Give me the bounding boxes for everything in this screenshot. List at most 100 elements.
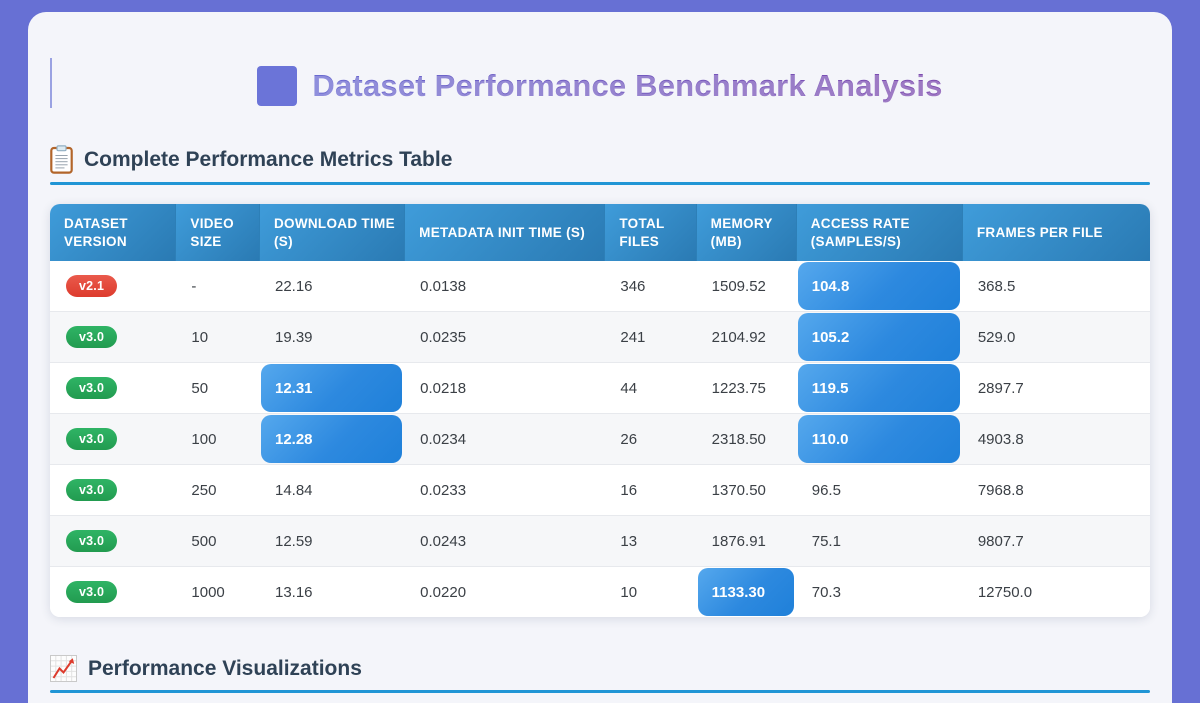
cell-frames-per-file: 12750.0 [961,566,1150,618]
cell-video-size: 50 [175,362,259,414]
col-header-access-rate: ACCESS RATE (SAMPLES/S) [795,204,962,262]
highlight-chip: 105.2 [797,313,960,362]
version-badge: v3.0 [66,530,118,553]
page-header: Dataset Performance Benchmark Analysis [50,12,1150,112]
cell-access-rate: 105.2 [795,311,962,363]
cell-total-files: 26 [604,413,696,465]
cell-access-rate: 110.0 [795,413,962,465]
highlight-chip: 1133.30 [697,568,794,617]
cell-frames-per-file: 7968.8 [961,464,1150,516]
cell-frames-per-file: 2897.7 [961,362,1150,414]
cell-memory: 1223.75 [695,362,796,414]
version-badge: v3.0 [66,326,118,349]
chart-increasing-icon [50,655,77,683]
cell-metadata-init-time: 0.0233 [404,464,605,516]
cell-version: v3.0 [50,566,176,618]
performance-metrics-table: DATASET VERSION VIDEO SIZE DOWNLOAD TIME… [50,204,1150,618]
metrics-table-section-title: Complete Performance Metrics Table [84,147,453,171]
col-header-total-files: TOTAL FILES [604,204,696,262]
version-badge: v3.0 [66,479,118,502]
table-row: v3.0 50 12.31 0.0218 44 1223.75 119.5 28… [50,362,1150,414]
cell-version: v3.0 [50,464,176,516]
cell-version: v3.0 [50,311,176,363]
cell-memory: 2318.50 [695,413,796,465]
cell-access-rate: 75.1 [795,515,962,567]
clipboard-icon [50,145,73,174]
page-title: Dataset Performance Benchmark Analysis [312,68,943,103]
table-row: v2.1 - 22.16 0.0138 346 1509.52 104.8 36… [50,261,1150,312]
highlight-chip: 119.5 [797,364,960,413]
cell-frames-per-file: 9807.7 [961,515,1150,567]
col-header-video-size: VIDEO SIZE [175,204,259,262]
cell-video-size: 10 [175,311,259,363]
highlight-chip: 110.0 [797,415,960,464]
highlight-chip: 104.8 [797,262,960,311]
highlight-chip: 12.28 [260,415,403,464]
visualizations-section-title: Performance Visualizations [88,656,362,680]
visualizations-section-underline [50,690,1150,694]
cell-video-size: - [175,261,259,312]
col-header-metadata-init-time: METADATA INIT TIME (S) [404,204,605,262]
cell-total-files: 241 [604,311,696,363]
col-header-download-time: DOWNLOAD TIME (S) [258,204,405,262]
cell-download-time: 13.16 [258,566,405,618]
cell-frames-per-file: 368.5 [961,261,1150,312]
table-row: v3.0 500 12.59 0.0243 13 1876.91 75.1 98… [50,515,1150,567]
cell-total-files: 13 [604,515,696,567]
cell-metadata-init-time: 0.0218 [404,362,605,414]
version-badge: v2.1 [66,275,118,298]
cell-video-size: 1000 [175,566,259,618]
cell-total-files: 44 [604,362,696,414]
cell-video-size: 100 [175,413,259,465]
cell-metadata-init-time: 0.0243 [404,515,605,567]
cell-version: v3.0 [50,362,176,414]
cell-memory: 1133.30 [695,566,796,618]
cell-memory: 1876.91 [695,515,796,567]
cell-access-rate: 96.5 [795,464,962,516]
cell-video-size: 500 [175,515,259,567]
table-row: v3.0 10 19.39 0.0235 241 2104.92 105.2 5… [50,311,1150,363]
cell-access-rate: 119.5 [795,362,962,414]
version-badge: v3.0 [66,581,118,604]
cell-access-rate: 104.8 [795,261,962,312]
cell-download-time: 12.28 [258,413,405,465]
table-row: v3.0 250 14.84 0.0233 16 1370.50 96.5 79… [50,464,1150,516]
cell-total-files: 10 [604,566,696,618]
title-square-icon [257,66,298,106]
cell-download-time: 12.31 [258,362,405,414]
cell-total-files: 346 [604,261,696,312]
title-accent-line [50,58,52,108]
table-header-row: DATASET VERSION VIDEO SIZE DOWNLOAD TIME… [50,204,1150,262]
highlight-chip: 12.31 [260,364,403,413]
cell-metadata-init-time: 0.0220 [404,566,605,618]
metrics-section-underline [50,182,1150,185]
col-header-memory: MEMORY (MB) [695,204,796,262]
cell-total-files: 16 [604,464,696,516]
metrics-table-section-heading: Complete Performance Metrics Table [50,145,1150,174]
cell-video-size: 250 [175,464,259,516]
cell-version: v3.0 [50,413,176,465]
version-badge: v3.0 [66,428,118,451]
cell-memory: 2104.92 [695,311,796,363]
col-header-dataset-version: DATASET VERSION [50,204,176,262]
cell-metadata-init-time: 0.0235 [404,311,605,363]
cell-metadata-init-time: 0.0138 [404,261,605,312]
table-row: v3.0 1000 13.16 0.0220 10 1133.30 70.3 1… [50,566,1150,618]
cell-download-time: 14.84 [258,464,405,516]
cell-download-time: 12.59 [258,515,405,567]
visualizations-section-heading: Performance Visualizations [50,655,1150,683]
cell-version: v3.0 [50,515,176,567]
cell-download-time: 22.16 [258,261,405,312]
col-header-frames-per-file: FRAMES PER FILE [961,204,1150,262]
cell-memory: 1509.52 [695,261,796,312]
cell-metadata-init-time: 0.0234 [404,413,605,465]
version-badge: v3.0 [66,377,118,400]
table-row: v3.0 100 12.28 0.0234 26 2318.50 110.0 4… [50,413,1150,465]
cell-access-rate: 70.3 [795,566,962,618]
main-card: Dataset Performance Benchmark Analysis C… [28,12,1172,703]
cell-download-time: 19.39 [258,311,405,363]
cell-version: v2.1 [50,261,176,312]
cell-frames-per-file: 529.0 [961,311,1150,363]
cell-memory: 1370.50 [695,464,796,516]
